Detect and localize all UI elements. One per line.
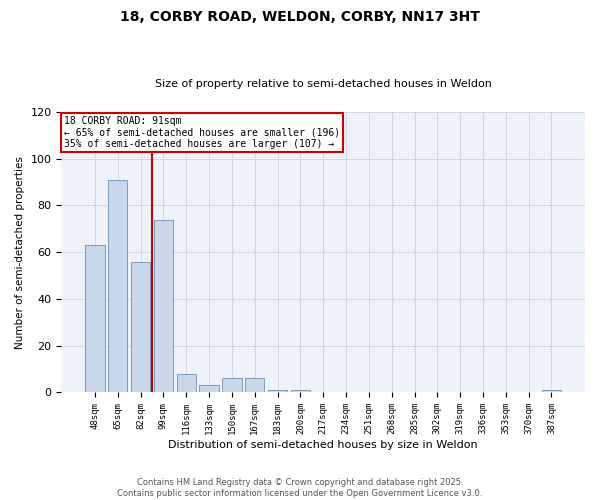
Bar xyxy=(85,245,104,392)
Bar xyxy=(290,390,310,392)
Bar xyxy=(176,374,196,392)
Bar xyxy=(245,378,265,392)
Bar xyxy=(222,378,242,392)
Text: Contains HM Land Registry data © Crown copyright and database right 2025.
Contai: Contains HM Land Registry data © Crown c… xyxy=(118,478,482,498)
Text: 18, CORBY ROAD, WELDON, CORBY, NN17 3HT: 18, CORBY ROAD, WELDON, CORBY, NN17 3HT xyxy=(120,10,480,24)
Text: 18 CORBY ROAD: 91sqm
← 65% of semi-detached houses are smaller (196)
35% of semi: 18 CORBY ROAD: 91sqm ← 65% of semi-detac… xyxy=(64,116,340,150)
Bar xyxy=(154,220,173,392)
Title: Size of property relative to semi-detached houses in Weldon: Size of property relative to semi-detach… xyxy=(155,79,491,89)
Bar xyxy=(199,386,219,392)
Bar xyxy=(108,180,127,392)
X-axis label: Distribution of semi-detached houses by size in Weldon: Distribution of semi-detached houses by … xyxy=(169,440,478,450)
Y-axis label: Number of semi-detached properties: Number of semi-detached properties xyxy=(15,156,25,348)
Bar xyxy=(268,390,287,392)
Bar xyxy=(131,262,150,392)
Bar xyxy=(542,390,561,392)
